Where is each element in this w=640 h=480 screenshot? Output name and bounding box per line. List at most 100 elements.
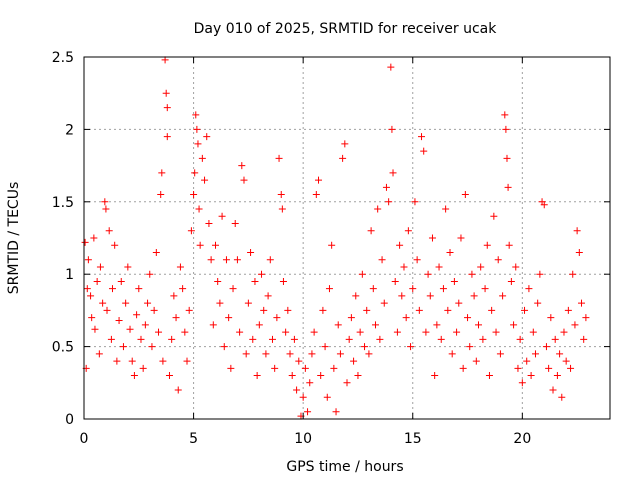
data-point xyxy=(490,212,498,220)
data-point xyxy=(101,198,109,206)
data-point xyxy=(507,277,515,285)
data-point xyxy=(545,364,553,372)
data-point xyxy=(580,335,588,343)
data-point xyxy=(284,306,292,314)
data-point xyxy=(159,357,167,365)
data-point xyxy=(255,321,263,329)
data-point xyxy=(90,234,98,242)
data-point xyxy=(396,241,404,249)
x-axis-label: GPS time / hours xyxy=(286,459,403,475)
data-point xyxy=(336,350,344,358)
data-point xyxy=(400,263,408,271)
data-point xyxy=(361,343,369,351)
data-point xyxy=(350,357,358,365)
data-point xyxy=(448,350,456,358)
data-point xyxy=(415,306,423,314)
data-point xyxy=(282,328,290,336)
data-point xyxy=(133,311,141,319)
data-point xyxy=(260,306,268,314)
data-point xyxy=(99,299,107,307)
data-point xyxy=(158,169,166,177)
data-point xyxy=(549,386,557,394)
data-point xyxy=(190,191,198,199)
data-point xyxy=(512,263,520,271)
data-point xyxy=(278,205,286,213)
data-point xyxy=(521,306,529,314)
data-point xyxy=(343,379,351,387)
data-point xyxy=(126,325,134,333)
data-point xyxy=(244,299,252,307)
data-point xyxy=(312,191,320,199)
data-point xyxy=(288,372,296,380)
data-point xyxy=(152,248,160,256)
data-point xyxy=(470,292,478,300)
data-point xyxy=(369,285,377,293)
data-point xyxy=(510,321,518,329)
data-point xyxy=(319,306,327,314)
data-point xyxy=(225,314,233,322)
data-point xyxy=(295,357,303,365)
data-point xyxy=(472,357,480,365)
grid-lines xyxy=(84,57,610,419)
data-point xyxy=(461,191,469,199)
data-point xyxy=(418,133,426,141)
data-point xyxy=(481,285,489,293)
data-point xyxy=(354,372,362,380)
data-point xyxy=(135,285,143,293)
data-point xyxy=(262,350,270,358)
data-point xyxy=(148,343,156,351)
data-point xyxy=(455,299,463,307)
data-point xyxy=(306,379,314,387)
data-point xyxy=(194,140,202,148)
data-point xyxy=(321,343,329,351)
data-point xyxy=(330,364,338,372)
data-point xyxy=(503,154,511,162)
data-point xyxy=(367,227,375,235)
data-point xyxy=(505,241,513,249)
data-point xyxy=(96,263,104,271)
data-point xyxy=(163,104,171,112)
data-point xyxy=(242,350,250,358)
data-point xyxy=(273,314,281,322)
data-point xyxy=(240,176,248,184)
data-point xyxy=(551,335,559,343)
data-point xyxy=(227,364,235,372)
data-point xyxy=(459,364,467,372)
data-point xyxy=(172,314,180,322)
data-point xyxy=(325,285,333,293)
data-point xyxy=(207,256,215,264)
data-point xyxy=(205,220,213,228)
data-point xyxy=(433,321,441,329)
data-point xyxy=(105,227,113,235)
data-point xyxy=(332,408,340,416)
data-point xyxy=(404,227,412,235)
data-point xyxy=(483,241,491,249)
data-point xyxy=(161,56,169,64)
y-tick-label: 1 xyxy=(65,267,74,283)
data-point xyxy=(387,63,395,71)
data-point xyxy=(352,292,360,300)
data-point xyxy=(582,314,590,322)
data-point xyxy=(124,263,132,271)
data-point xyxy=(439,285,447,293)
data-point xyxy=(426,292,434,300)
data-point xyxy=(409,285,417,293)
data-point xyxy=(442,205,450,213)
data-point xyxy=(304,408,312,416)
data-point xyxy=(222,256,230,264)
data-point xyxy=(542,343,550,351)
data-point xyxy=(286,350,294,358)
data-point xyxy=(556,350,564,358)
chart-title: Day 010 of 2025, SRMTID for receiver uca… xyxy=(194,21,498,37)
data-point xyxy=(457,234,465,242)
y-tick-label: 1.5 xyxy=(52,195,74,211)
data-point xyxy=(578,299,586,307)
data-point xyxy=(168,335,176,343)
data-point xyxy=(428,234,436,242)
data-point xyxy=(150,306,158,314)
data-point xyxy=(253,372,261,380)
data-point xyxy=(527,372,535,380)
data-point xyxy=(391,277,399,285)
data-point xyxy=(162,89,170,97)
data-point xyxy=(88,314,96,322)
